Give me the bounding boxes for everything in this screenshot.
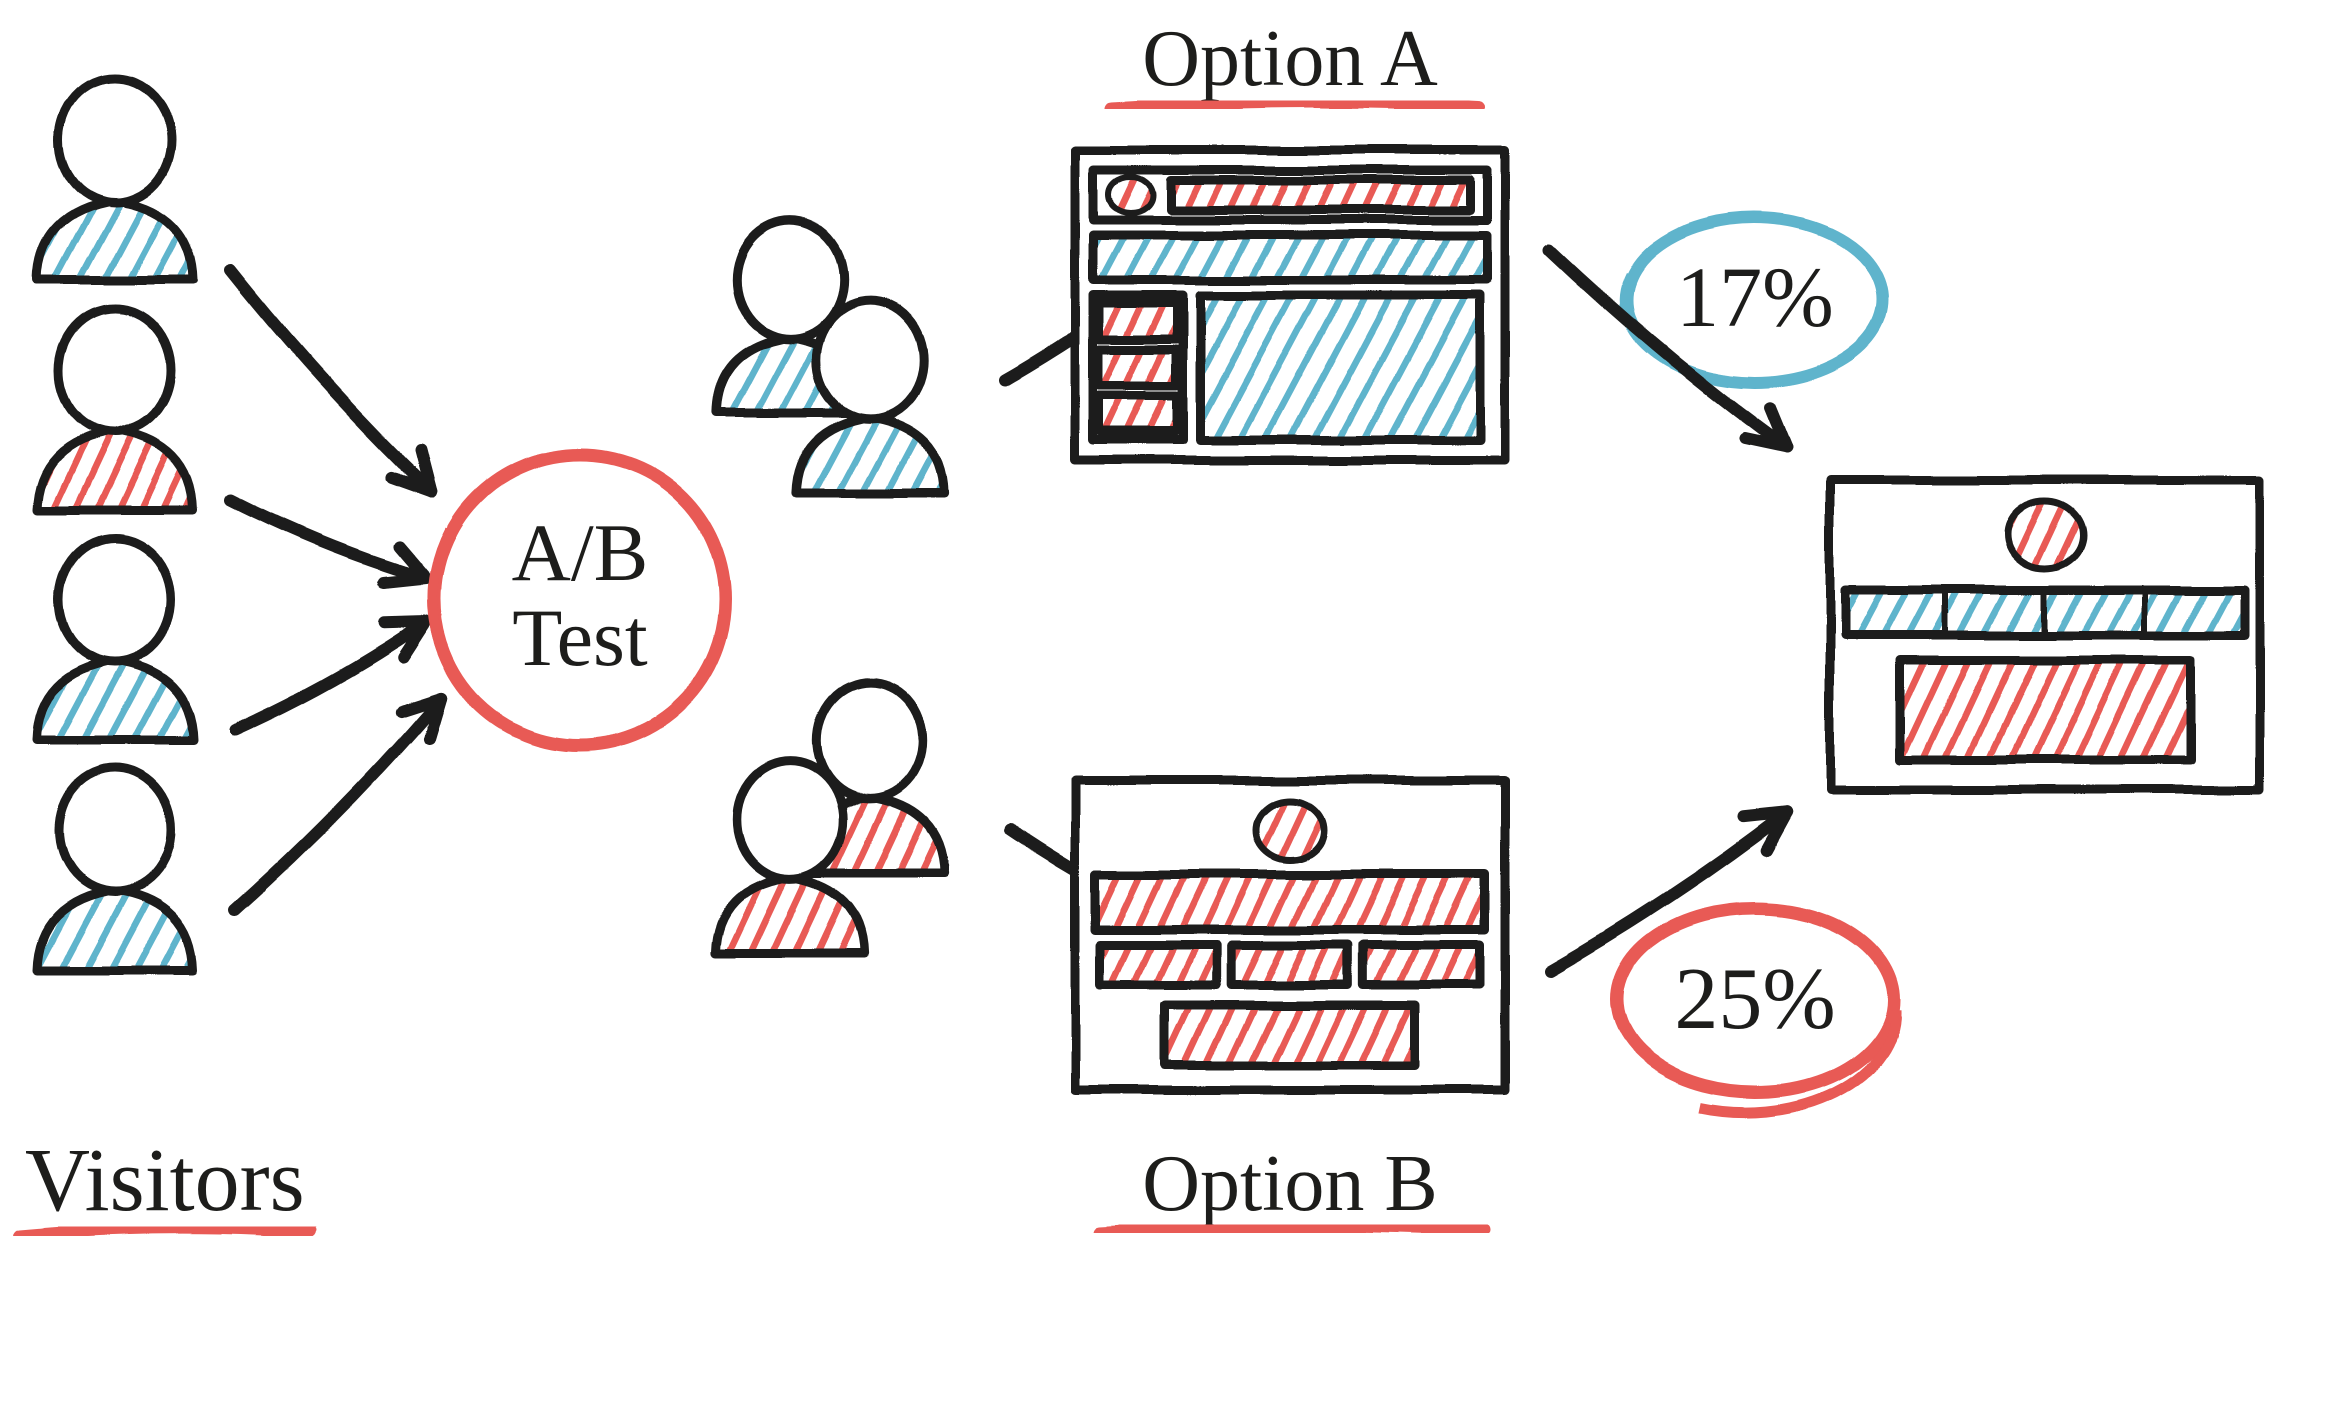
option-b-underline: [1100, 1225, 1485, 1232]
option-a-underline: [1110, 101, 1480, 108]
visitors-label: Visitors: [25, 1131, 305, 1230]
visitor-person: [37, 538, 193, 740]
option-a-label: Option A: [1142, 15, 1438, 103]
ab-test-diagram: Visitors A/B Test Option A Option B 17% …: [0, 0, 2333, 1408]
visitors-column: [37, 78, 193, 970]
visitors-underline: [20, 1228, 310, 1235]
option-b-wireframe: [1075, 780, 1505, 1090]
ab-test-label-1: A/B: [512, 507, 649, 598]
ab-test-label-2: Test: [512, 592, 648, 683]
rate-b-value: 25%: [1674, 951, 1835, 1048]
visitor-person: [37, 78, 193, 280]
arrows-options-to-result: [1550, 250, 1787, 970]
rate-a-value: 17%: [1676, 249, 1834, 345]
group-b-people: [716, 681, 944, 953]
visitor-person: [37, 768, 193, 970]
option-a-wireframe: [1075, 150, 1505, 460]
result-wireframe: [1830, 480, 2260, 790]
option-b-label: Option B: [1142, 1140, 1438, 1228]
group-a-people: [716, 221, 944, 493]
arrows-visitors-to-test: [230, 270, 442, 910]
visitor-person: [37, 308, 193, 510]
